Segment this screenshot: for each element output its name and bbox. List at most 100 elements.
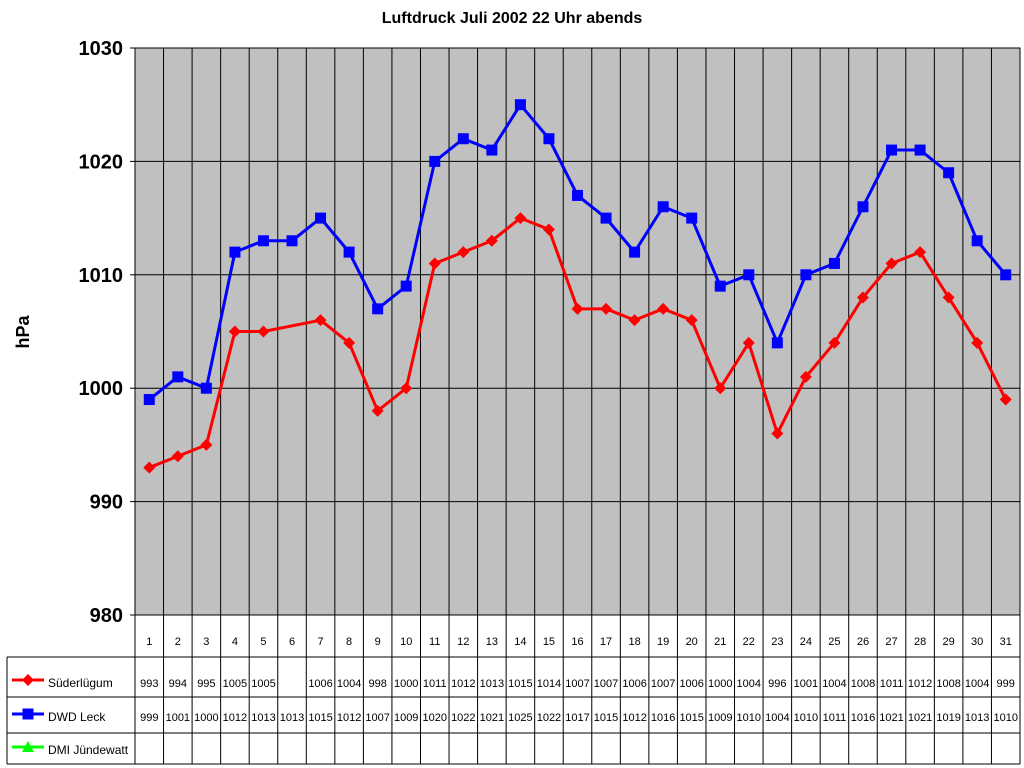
dwd-leck-table-value: 1022 [537, 712, 561, 724]
s-derl-gum-point [657, 302, 670, 315]
y-tick-label: 1010 [79, 265, 124, 287]
category-label: 11 [429, 636, 440, 648]
dwd-leck-point [429, 155, 441, 167]
s-derl-gum-table-value: 1006 [622, 678, 646, 690]
category-label: 26 [857, 636, 869, 648]
category-label: 7 [318, 636, 324, 648]
s-derl-gum-point [400, 382, 413, 395]
s-derl-gum-table-value: 1007 [565, 678, 589, 690]
category-label: 8 [346, 636, 352, 648]
dwd-leck-point [514, 99, 526, 111]
dwd-leck-table-value: 1000 [194, 712, 218, 724]
legend-label-s-derl-gum: Süderlügum [48, 676, 113, 690]
s-derl-gum-table-value: 1012 [908, 678, 932, 690]
category-label: 16 [571, 636, 583, 648]
s-derl-gum-point [514, 212, 527, 225]
s-derl-gum-point [571, 302, 584, 315]
s-derl-gum-table-value: 1004 [737, 678, 761, 690]
s-derl-gum-table-value: 1000 [394, 678, 418, 690]
category-label: 21 [714, 636, 726, 648]
y-tick-label: 990 [90, 492, 123, 514]
s-derl-gum-point [314, 314, 327, 327]
dwd-leck-table-value: 1020 [423, 712, 447, 724]
s-derl-gum-point [628, 314, 641, 327]
dwd-leck-point [1000, 269, 1012, 281]
dwd-leck-point [657, 201, 669, 213]
legend-label-dmi-j-ndewatt: DMI Jündewatt [48, 743, 129, 757]
dwd-leck-point [486, 144, 498, 156]
category-label: 4 [232, 636, 238, 648]
dwd-leck-point [743, 269, 755, 281]
chart-title: Luftdruck Juli 2002 22 Uhr abends [381, 10, 643, 27]
s-derl-gum-point [600, 302, 613, 315]
category-label: 20 [686, 636, 698, 648]
s-derl-gum-point [799, 370, 812, 383]
s-derl-gum-table-value: 996 [768, 678, 786, 690]
data-table: 1 2 3 4 5 6 7 8 9 10 11 12 13 14 15 16 17 18 19 20 21 22 23 24 2… [6, 48, 1021, 765]
dwd-leck-point [172, 371, 184, 383]
dwd-leck-table-value: 1021 [879, 712, 903, 724]
s-derl-gum-point [971, 336, 984, 349]
dwd-leck-table-value: 1012 [223, 712, 247, 724]
dwd-leck-table-value: 1007 [365, 712, 389, 724]
s-derl-gum-point [143, 461, 156, 474]
dmi-j-ndewatt-legend-marker [22, 741, 34, 752]
dwd-leck-table-value: 1019 [936, 712, 960, 724]
dwd-leck-table-value: 1015 [679, 712, 703, 724]
dwd-leck-point [914, 144, 926, 156]
s-derl-gum-table-value: 1015 [508, 678, 532, 690]
y-tick-label: 1000 [79, 378, 124, 400]
s-derl-gum-table-value: 998 [368, 678, 386, 690]
s-derl-gum-point [428, 257, 441, 270]
dwd-leck-table-value: 1004 [765, 712, 789, 724]
dwd-leck-table-value: 1009 [708, 712, 732, 724]
category-label: 13 [486, 636, 498, 648]
dwd-leck-point [257, 235, 269, 247]
dwd-leck-table-value: 1011 [823, 712, 847, 724]
dwd-leck-table-value: 1016 [851, 712, 875, 724]
s-derl-gum-point [742, 336, 755, 349]
s-derl-gum-point [542, 223, 555, 236]
dwd-leck-table-value: 1012 [622, 712, 646, 724]
category-label: 23 [771, 636, 783, 648]
dwd-leck-table-value: 1010 [737, 712, 761, 724]
dwd-leck-table-value: 1001 [166, 712, 190, 724]
dwd-leck-table-value: 1013 [280, 712, 304, 724]
category-label: 9 [375, 636, 381, 648]
s-derl-gum-table-value: 1004 [965, 678, 989, 690]
s-derl-gum-point [856, 291, 869, 304]
dwd-leck-point [229, 246, 241, 258]
s-derl-gum-table-value: 1014 [537, 678, 561, 690]
s-derl-gum-table-value: 1012 [451, 678, 475, 690]
dwd-leck-point [543, 133, 555, 145]
s-derl-gum-table-value: 1011 [880, 678, 904, 690]
s-derl-gum-table-value: 1008 [936, 678, 960, 690]
dwd-leck-point [600, 212, 612, 224]
dwd-leck-table-value: 1009 [394, 712, 418, 724]
s-derl-gum-point [999, 393, 1012, 406]
s-derl-gum-point [771, 427, 784, 440]
s-derl-gum-point [485, 234, 498, 247]
category-label: 14 [514, 636, 526, 648]
category-label: 10 [400, 636, 412, 648]
category-label: 12 [457, 636, 469, 648]
category-label: 24 [800, 636, 812, 648]
category-label: 22 [743, 636, 755, 648]
legend-label-dwd-leck: DWD Leck [48, 710, 106, 724]
s-derl-gum-table-value: 1007 [594, 678, 618, 690]
s-derl-gum-point [685, 314, 698, 327]
dwd-leck-table-value: 1017 [565, 712, 589, 724]
dwd-leck-table-value: 1021 [480, 712, 504, 724]
category-label: 28 [914, 636, 926, 648]
dwd-leck-table-value: 1010 [794, 712, 818, 724]
dwd-leck-point [714, 280, 726, 292]
dwd-leck-table-value: 1016 [651, 712, 675, 724]
s-derl-gum-table-value: 1005 [251, 678, 275, 690]
dwd-leck-table-value: 999 [140, 712, 158, 724]
dwd-leck-point [943, 167, 955, 179]
category-label: 18 [628, 636, 640, 648]
dwd-leck-point [315, 212, 327, 224]
category-label: 3 [203, 636, 209, 648]
category-label: 5 [260, 636, 266, 648]
